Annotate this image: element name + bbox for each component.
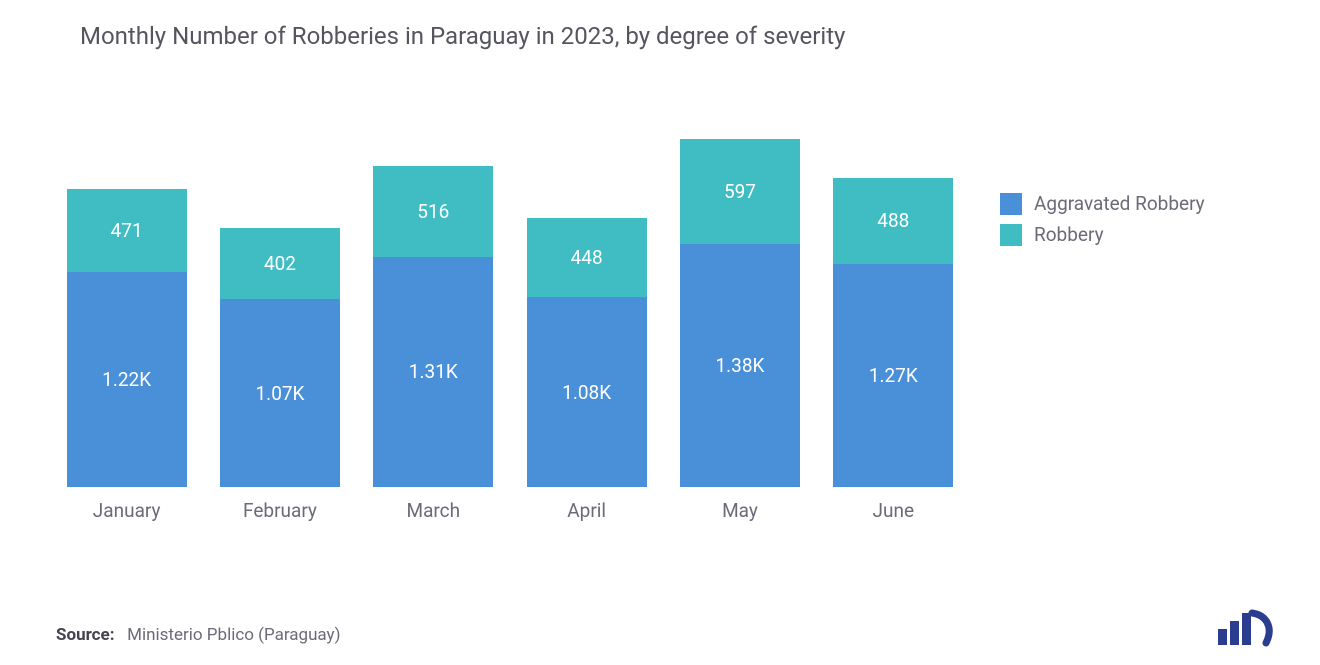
bar-group: 1.07K 402 — [207, 228, 352, 487]
legend: Aggravated Robbery Robbery — [980, 92, 1250, 254]
source-value: Ministerio Pblico (Paraguay) — [127, 625, 340, 645]
bar-segment-aggravated: 1.22K — [67, 272, 187, 487]
bar-value-label: 516 — [417, 200, 449, 223]
bar-value-label: 597 — [724, 180, 756, 203]
source-attribution: Source: Ministerio Pblico (Paraguay) — [56, 625, 341, 645]
bar-value-label: 471 — [111, 219, 143, 242]
bar-group: 1.22K 471 — [54, 189, 199, 487]
bar-value-label: 402 — [264, 252, 296, 275]
x-axis-label: February — [207, 499, 352, 522]
x-axis: January February March April May June — [40, 487, 980, 522]
bar-segment-aggravated: 1.08K — [527, 297, 647, 487]
bar-value-label: 1.22K — [102, 368, 151, 391]
legend-item: Robbery — [1000, 223, 1250, 246]
bar-group: 1.27K 488 — [821, 178, 966, 488]
bar-stack: 1.31K 516 — [373, 166, 493, 488]
bar-group: 1.31K 516 — [361, 166, 506, 488]
logo-icon — [1216, 609, 1278, 647]
bar-segment-aggravated: 1.38K — [680, 244, 800, 487]
brand-logo — [1216, 609, 1278, 647]
x-axis-label: April — [514, 499, 659, 522]
bar-group: 1.08K 448 — [514, 218, 659, 487]
source-label: Source: — [56, 625, 114, 645]
bar-stack: 1.07K 402 — [220, 228, 340, 487]
bar-segment-aggravated: 1.31K — [373, 257, 493, 488]
x-axis-label: May — [667, 499, 812, 522]
bar-segment-robbery: 597 — [680, 139, 800, 244]
bar-segment-robbery: 488 — [833, 178, 953, 264]
legend-swatch — [1000, 193, 1022, 215]
bar-segment-robbery: 471 — [67, 189, 187, 272]
bar-value-label: 1.38K — [715, 354, 764, 377]
bar-value-label: 1.08K — [562, 381, 611, 404]
x-axis-label: January — [54, 499, 199, 522]
bar-group: 1.38K 597 — [667, 139, 812, 487]
x-axis-label: June — [821, 499, 966, 522]
bar-segment-aggravated: 1.27K — [833, 264, 953, 488]
bar-value-label: 1.07K — [256, 382, 305, 405]
bar-value-label: 448 — [571, 246, 603, 269]
x-axis-label: March — [361, 499, 506, 522]
legend-label: Aggravated Robbery — [1034, 192, 1205, 215]
bar-stack: 1.27K 488 — [833, 178, 953, 488]
legend-swatch — [1000, 224, 1022, 246]
bar-segment-robbery: 516 — [373, 166, 493, 257]
legend-label: Robbery — [1034, 223, 1104, 246]
bar-value-label: 1.27K — [869, 364, 918, 387]
bar-stack: 1.38K 597 — [680, 139, 800, 487]
bars-region: 1.22K 471 1.07K 402 1.31K 516 1.08K 448 1.38K 597… — [40, 92, 980, 487]
chart-container: Monthly Number of Robberies in Paraguay … — [40, 20, 1280, 620]
bar-segment-aggravated: 1.07K — [220, 299, 340, 488]
chart-title: Monthly Number of Robberies in Paraguay … — [40, 20, 1280, 52]
bar-stack: 1.08K 448 — [527, 218, 647, 487]
bar-stack: 1.22K 471 — [67, 189, 187, 487]
bar-segment-robbery: 402 — [220, 228, 340, 299]
plot-row: 1.22K 471 1.07K 402 1.31K 516 1.08K 448 1.38K 597… — [40, 92, 1280, 522]
bar-value-label: 488 — [877, 209, 909, 232]
plot-area: 1.22K 471 1.07K 402 1.31K 516 1.08K 448 1.38K 597… — [40, 92, 980, 522]
source-text — [119, 625, 127, 645]
bar-segment-robbery: 448 — [527, 218, 647, 297]
legend-item: Aggravated Robbery — [1000, 192, 1250, 215]
bar-value-label: 1.31K — [409, 360, 458, 383]
